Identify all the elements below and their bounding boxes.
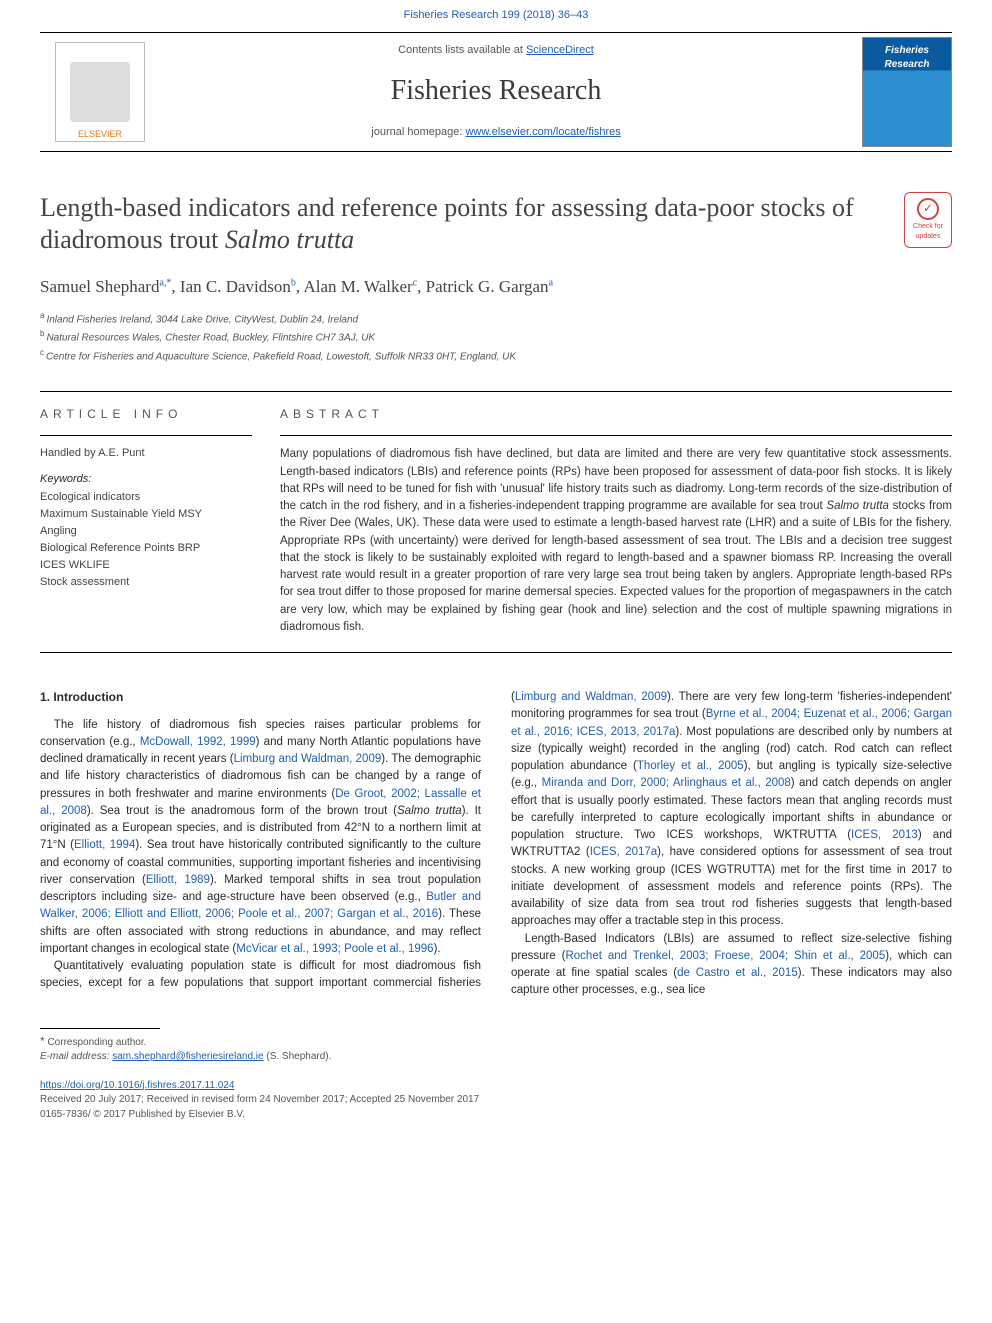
doi-line: https://doi.org/10.1016/j.fishres.2017.1…: [40, 1079, 952, 1094]
keyword-2: Maximum Sustainable Yield MSY: [40, 507, 252, 523]
keyword-3: Angling: [40, 524, 252, 540]
p2-t7: ), have considered options for assessmen…: [511, 846, 952, 927]
keyword-1: Ecological indicators: [40, 490, 252, 506]
author-list: Samuel Shepharda,*, Ian C. Davidsonb, Al…: [40, 275, 952, 300]
ref-limburg-2009a[interactable]: Limburg and Waldman, 2009: [234, 753, 382, 765]
footer: * Corresponding author. E-mail address: …: [0, 1000, 992, 1143]
elsevier-logo: ELSEVIER: [55, 42, 145, 142]
keywords-label: Keywords:: [40, 472, 252, 488]
p1-t9: ).: [434, 943, 441, 955]
keywords-list: Ecological indicators Maximum Sustainabl…: [40, 490, 252, 591]
intro-p3: Length-Based Indicators (LBIs) are assum…: [511, 931, 952, 1000]
affil-b: bNatural Resources Wales, Chester Road, …: [40, 328, 952, 346]
ref-mcvicar-poole[interactable]: McVicar et al., 1993; Poole et al., 1996: [236, 943, 433, 955]
footnote-rule: [40, 1028, 160, 1029]
info-heading: ARTICLE INFO: [40, 406, 252, 423]
affiliations: aInland Fisheries Ireland, 3044 Lake Dri…: [40, 310, 952, 365]
intro-p1: The life history of diadromous fish spec…: [40, 717, 481, 959]
running-head-text: Fisheries Research 199 (2018) 36–43: [404, 9, 589, 21]
crossmark-icon: ✓: [917, 198, 939, 220]
ref-elliott-1994[interactable]: Elliott, 1994: [74, 839, 135, 851]
affil-b-text: Natural Resources Wales, Chester Road, B…: [46, 333, 375, 344]
masthead-center: Contents lists available at ScienceDirec…: [160, 43, 832, 141]
ref-miranda-arlinghaus[interactable]: Miranda and Dorr, 2000; Arlinghaus et al…: [542, 777, 791, 789]
ref-thorley[interactable]: Thorley et al., 2005: [637, 760, 744, 772]
doi-link[interactable]: https://doi.org/10.1016/j.fishres.2017.1…: [40, 1080, 234, 1091]
ref-mcdowall[interactable]: McDowall, 1992, 1999: [140, 736, 256, 748]
running-head: Fisheries Research 199 (2018) 36–43: [0, 0, 992, 28]
sciencedirect-link[interactable]: ScienceDirect: [526, 44, 594, 56]
contents-prefix: Contents lists available at: [398, 44, 526, 56]
info-rule: [40, 435, 252, 436]
badge-line1: Check for: [913, 222, 943, 232]
keyword-5: ICES WKLIFE: [40, 558, 252, 574]
keyword-4: Biological Reference Points BRP: [40, 541, 252, 557]
homepage-prefix: journal homepage:: [371, 126, 465, 138]
journal-name: Fisheries Research: [160, 71, 832, 112]
author-1-marks: a,*: [159, 277, 171, 288]
info-abstract-row: ARTICLE INFO Handled by A.E. Punt Keywor…: [40, 391, 952, 653]
title-plain: Length-based indicators and reference po…: [40, 193, 854, 255]
issn-line: 0165-7836/ © 2017 Published by Elsevier …: [40, 1108, 952, 1123]
author-4-marks: a: [549, 277, 553, 288]
abstract-heading: ABSTRACT: [280, 406, 952, 423]
ref-ices-2017a[interactable]: ICES, 2017a: [590, 846, 657, 858]
title-row: Length-based indicators and reference po…: [40, 192, 952, 257]
homepage-line: journal homepage: www.elsevier.com/locat…: [160, 125, 832, 141]
corr-text: Corresponding author.: [45, 1037, 147, 1048]
elsevier-tree-icon: [70, 62, 130, 122]
author-3: Alan M. Walker: [303, 277, 412, 296]
article-title: Length-based indicators and reference po…: [40, 192, 888, 257]
crossmark-badge[interactable]: ✓ Check for updates: [904, 192, 952, 248]
article-body: 1. Introduction The life history of diad…: [0, 689, 992, 1000]
abstract-rule: [280, 435, 952, 436]
abstract-post: stocks from the River Dee (Wales, UK). T…: [280, 500, 952, 633]
received-line: Received 20 July 2017; Received in revis…: [40, 1093, 952, 1108]
article-info: ARTICLE INFO Handled by A.E. Punt Keywor…: [40, 406, 280, 636]
masthead: ELSEVIER Contents lists available at Sci…: [0, 37, 992, 147]
author-3-marks: c: [413, 277, 417, 288]
abstract-species: Salmo trutta: [826, 500, 889, 512]
journal-cover: Fisheries Research: [862, 37, 952, 147]
author-2-marks: b: [291, 277, 296, 288]
contents-line: Contents lists available at ScienceDirec…: [160, 43, 832, 59]
email-label: E-mail address:: [40, 1051, 112, 1062]
affil-a-text: Inland Fisheries Ireland, 3044 Lake Driv…: [46, 314, 358, 325]
affil-a: aInland Fisheries Ireland, 3044 Lake Dri…: [40, 310, 952, 328]
author-1: Samuel Shephard: [40, 277, 159, 296]
affil-c-text: Centre for Fisheries and Aquaculture Sci…: [46, 352, 516, 363]
title-species: Salmo trutta: [225, 225, 354, 254]
rule-bottom: [40, 151, 952, 152]
email-suffix: (S. Shephard).: [264, 1051, 332, 1062]
abstract-text: Many populations of diadromous fish have…: [280, 446, 952, 636]
journal-cover-block: Fisheries Research: [832, 37, 952, 147]
email-line: E-mail address: sam.shephard@fisheriesir…: [40, 1050, 952, 1065]
article-header: Length-based indicators and reference po…: [0, 156, 992, 653]
ref-rochet-etc[interactable]: Rochet and Trenkel, 2003; Froese, 2004; …: [565, 950, 885, 962]
p1-t4: ). Sea trout is the anadromous form of t…: [87, 805, 397, 817]
abstract: ABSTRACT Many populations of diadromous …: [280, 406, 952, 636]
elsevier-label: ELSEVIER: [78, 128, 122, 141]
affil-c-mark: c: [40, 348, 44, 357]
ref-decastro[interactable]: de Castro et al., 2015: [677, 967, 798, 979]
p1-species: Salmo trutta: [397, 805, 462, 817]
homepage-link[interactable]: www.elsevier.com/locate/fishres: [465, 126, 620, 138]
ref-elliott-1989[interactable]: Elliott, 1989: [146, 874, 210, 886]
keyword-6: Stock assessment: [40, 575, 252, 591]
author-4: Patrick G. Gargan: [426, 277, 549, 296]
corresponding-author: * Corresponding author.: [40, 1033, 952, 1051]
cover-title: Fisheries Research: [863, 44, 951, 73]
publisher-logo-block: ELSEVIER: [40, 42, 160, 142]
email-link[interactable]: sam.shephard@fisheriesireland.ie: [112, 1051, 263, 1062]
intro-heading: 1. Introduction: [40, 689, 481, 706]
badge-line2: updates: [916, 232, 941, 242]
affil-a-mark: a: [40, 311, 44, 320]
ref-limburg-2009b[interactable]: Limburg and Waldman, 2009: [515, 691, 667, 703]
ref-ices-2013[interactable]: ICES, 2013: [851, 829, 918, 841]
affil-b-mark: b: [40, 329, 44, 338]
rule-top: [40, 32, 952, 33]
handled-by: Handled by A.E. Punt: [40, 446, 252, 462]
author-2: Ian C. Davidson: [180, 277, 291, 296]
affil-c: cCentre for Fisheries and Aquaculture Sc…: [40, 347, 952, 365]
